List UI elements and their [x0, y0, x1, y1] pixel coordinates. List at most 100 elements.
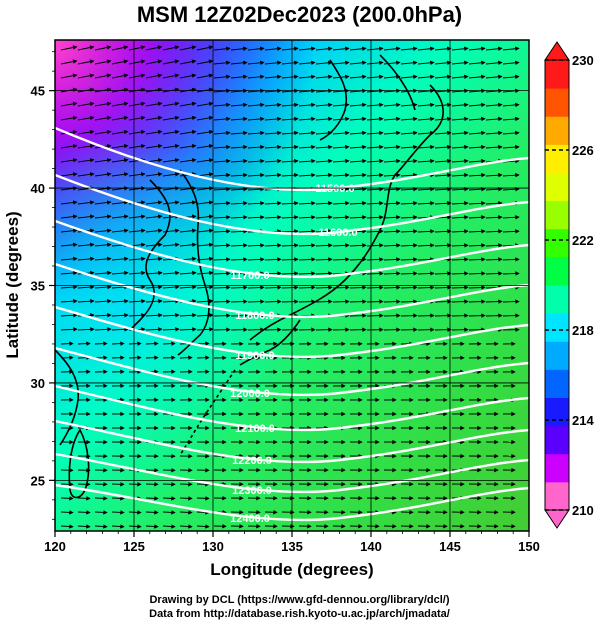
wind-arrow	[281, 243, 299, 248]
wind-arrow	[111, 524, 125, 529]
x-tick-label: 130	[202, 539, 224, 554]
wind-arrow	[502, 60, 520, 66]
wind-arrow	[485, 130, 503, 136]
wind-arrow	[485, 243, 503, 248]
wind-arrow	[383, 299, 401, 304]
wind-arrow	[434, 74, 452, 80]
wind-arrow	[247, 172, 265, 178]
wind-arrow	[179, 524, 193, 529]
wind-arrow	[247, 285, 265, 290]
wind-arrow	[400, 229, 418, 234]
wind-arrow	[315, 285, 333, 290]
wind-arrow	[60, 172, 78, 177]
wind-arrow	[162, 59, 180, 65]
wind-arrow	[179, 242, 197, 248]
wind-arrow	[485, 144, 503, 150]
wind-arrow	[213, 215, 231, 220]
wind-arrow	[298, 243, 316, 248]
wind-arrow	[247, 60, 265, 66]
wind-arrow	[128, 270, 146, 276]
wind-arrow	[400, 158, 418, 164]
wind-arrow	[94, 158, 112, 163]
wind-arrow	[162, 341, 176, 346]
wind-arrow	[230, 158, 248, 164]
wind-arrow	[60, 143, 78, 149]
wind-arrow	[451, 229, 469, 234]
wind-arrow	[111, 256, 129, 262]
wind-arrow	[298, 201, 316, 206]
credit-drawing: Drawing by DCL (https://www.gfd-dennou.o…	[149, 594, 450, 606]
wind-arrow	[128, 129, 146, 135]
wind-arrow	[128, 59, 146, 65]
wind-arrow	[230, 201, 248, 206]
wind-arrow	[315, 243, 333, 248]
wind-arrow	[60, 115, 78, 121]
wind-arrow	[281, 215, 299, 220]
wind-arrow	[94, 341, 108, 346]
wind-arrow	[417, 116, 435, 122]
wind-arrow	[383, 46, 401, 51]
wind-arrow	[417, 130, 435, 136]
colorbar-segment	[545, 425, 569, 455]
wind-arrow	[417, 243, 435, 248]
colorbar-tick-label: 214	[572, 413, 594, 428]
wind-arrow	[94, 59, 112, 65]
wind-arrow	[400, 186, 418, 192]
wind-arrow	[213, 186, 231, 192]
wind-arrow	[468, 158, 486, 164]
colorbar-segment	[545, 60, 569, 89]
wind-arrow	[213, 172, 231, 178]
wind-arrow	[128, 256, 146, 262]
wind-arrow	[94, 172, 112, 177]
wind-arrow	[77, 214, 95, 219]
wind-arrow	[417, 158, 435, 164]
wind-arrow	[281, 60, 299, 66]
wind-arrow	[179, 284, 197, 290]
colorbar-segment	[545, 397, 569, 427]
y-tick-label: 40	[31, 181, 45, 196]
wind-arrow	[349, 60, 367, 66]
wind-arrow	[128, 101, 146, 107]
wind-arrow	[94, 115, 112, 121]
wind-arrow	[213, 116, 231, 122]
wind-arrow	[247, 144, 265, 150]
wind-arrow	[349, 116, 367, 122]
wind-arrow	[349, 299, 367, 304]
wind-arrow	[77, 256, 95, 262]
wind-arrow	[417, 74, 435, 80]
wind-arrow	[383, 172, 401, 178]
wind-arrow	[60, 158, 78, 163]
wind-arrow	[434, 271, 452, 276]
wind-arrow	[230, 299, 248, 304]
wind-arrow	[213, 229, 231, 234]
wind-arrow	[60, 73, 78, 79]
wind-arrow	[298, 229, 316, 234]
wind-arrow	[111, 158, 129, 163]
wind-arrow	[77, 59, 95, 65]
wind-arrow	[332, 186, 350, 192]
wind-arrow	[162, 327, 180, 332]
wind-arrow	[383, 158, 401, 164]
wind-arrow	[264, 299, 282, 304]
wind-arrow	[213, 46, 231, 51]
wind-arrow	[196, 341, 210, 346]
wind-arrow	[94, 200, 112, 205]
wind-arrow	[400, 116, 418, 122]
wind-arrow	[383, 243, 401, 248]
wind-arrow	[111, 214, 129, 219]
y-axis-label: Latitude (degrees)	[3, 211, 22, 358]
wind-arrow	[196, 313, 214, 318]
wind-arrow	[298, 257, 316, 262]
wind-arrow	[162, 313, 180, 318]
wind-arrow	[383, 144, 401, 150]
contour-line	[55, 262, 529, 319]
wind-arrow	[145, 73, 163, 79]
contour-line	[55, 219, 529, 279]
wind-arrow	[383, 74, 401, 80]
wind-arrow	[145, 298, 163, 304]
wind-arrow	[145, 143, 163, 149]
wind-arrow	[349, 130, 367, 136]
wind-arrow	[264, 243, 282, 248]
wind-arrow	[400, 46, 418, 51]
wind-arrow	[111, 270, 129, 276]
